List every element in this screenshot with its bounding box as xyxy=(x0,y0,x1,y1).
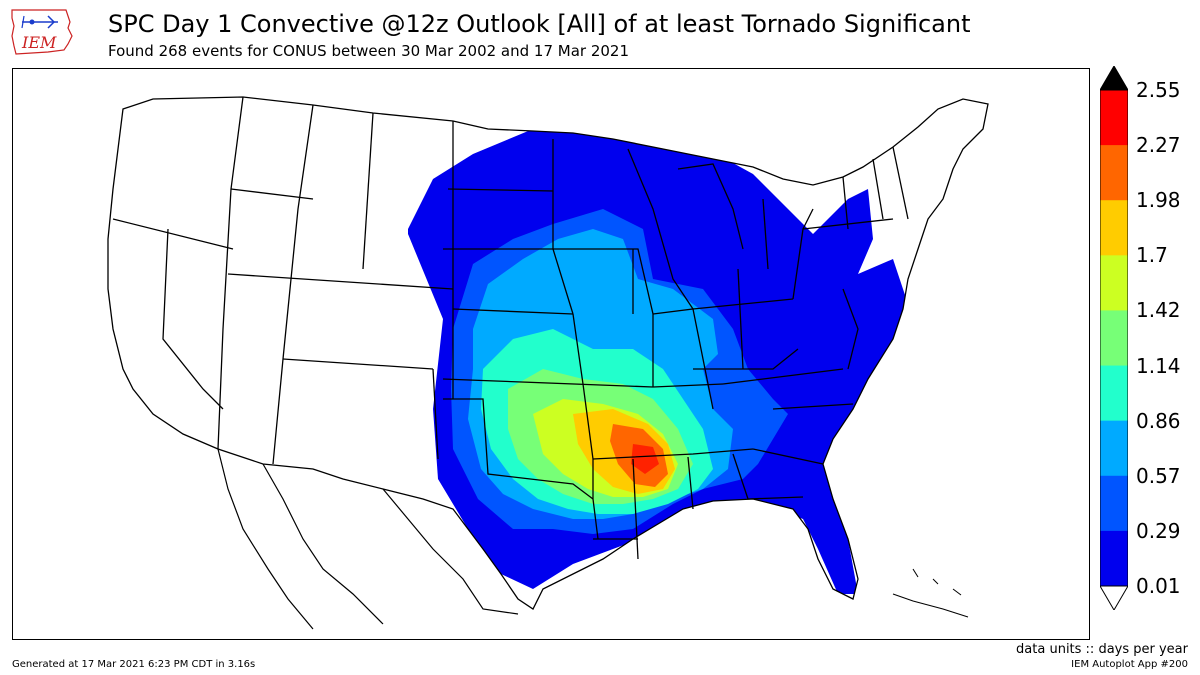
colorbar-tick-label: 1.98 xyxy=(1136,188,1181,213)
map-boundaries xyxy=(107,96,989,610)
colorbar-tick-label: 0.86 xyxy=(1136,408,1181,433)
colorbar-bin xyxy=(1100,310,1128,367)
conus-map xyxy=(107,96,989,630)
generated-timestamp: Generated at 17 Mar 2021 6:23 PM CDT in … xyxy=(12,659,256,670)
colorbar-bin xyxy=(1100,420,1128,477)
colorbar-tick-label: 0.29 xyxy=(1136,518,1181,543)
colorbar-tick-label: 1.42 xyxy=(1136,298,1181,323)
colorbar-tick-label: 2.55 xyxy=(1136,78,1181,102)
colorbar-bin xyxy=(1100,200,1128,256)
colorbar-bins xyxy=(1100,90,1128,587)
colorbar-tick-label: 0.57 xyxy=(1136,463,1181,488)
mexico-outline xyxy=(217,448,519,630)
data-units-label: data units :: days per year xyxy=(1016,642,1188,657)
colorbar-border xyxy=(1100,89,1128,587)
colorbar-bin xyxy=(1100,365,1128,422)
colorbar-tick-label: 0.01 xyxy=(1136,574,1181,598)
colorbar-bin xyxy=(1100,145,1128,201)
iem-logo: IEM xyxy=(8,6,74,58)
colorbar-tick-label: 1.14 xyxy=(1136,353,1181,378)
app-id-label: IEM Autoplot App #200 xyxy=(1071,659,1188,670)
colorbar-bin xyxy=(1100,475,1128,532)
colorbar-bin xyxy=(1100,255,1128,311)
caribbean-outline xyxy=(892,568,969,618)
colorbar-extend-max xyxy=(1100,66,1128,91)
colorbar-extend-min xyxy=(1100,585,1128,610)
colorbar-tick-label: 2.27 xyxy=(1136,133,1181,158)
colorbar xyxy=(1100,66,1128,610)
map-subtitle: Found 268 events for CONUS between 30 Ma… xyxy=(108,42,630,60)
colorbar-tick-label: 1.7 xyxy=(1136,243,1168,268)
contour-fill xyxy=(408,129,913,594)
map-frame xyxy=(12,68,1090,640)
logo-text: IEM xyxy=(21,33,57,52)
map-title: SPC Day 1 Convective @12z Outlook [All] … xyxy=(108,10,971,38)
colorbar-bin xyxy=(1100,90,1128,146)
colorbar-bin xyxy=(1100,530,1128,587)
